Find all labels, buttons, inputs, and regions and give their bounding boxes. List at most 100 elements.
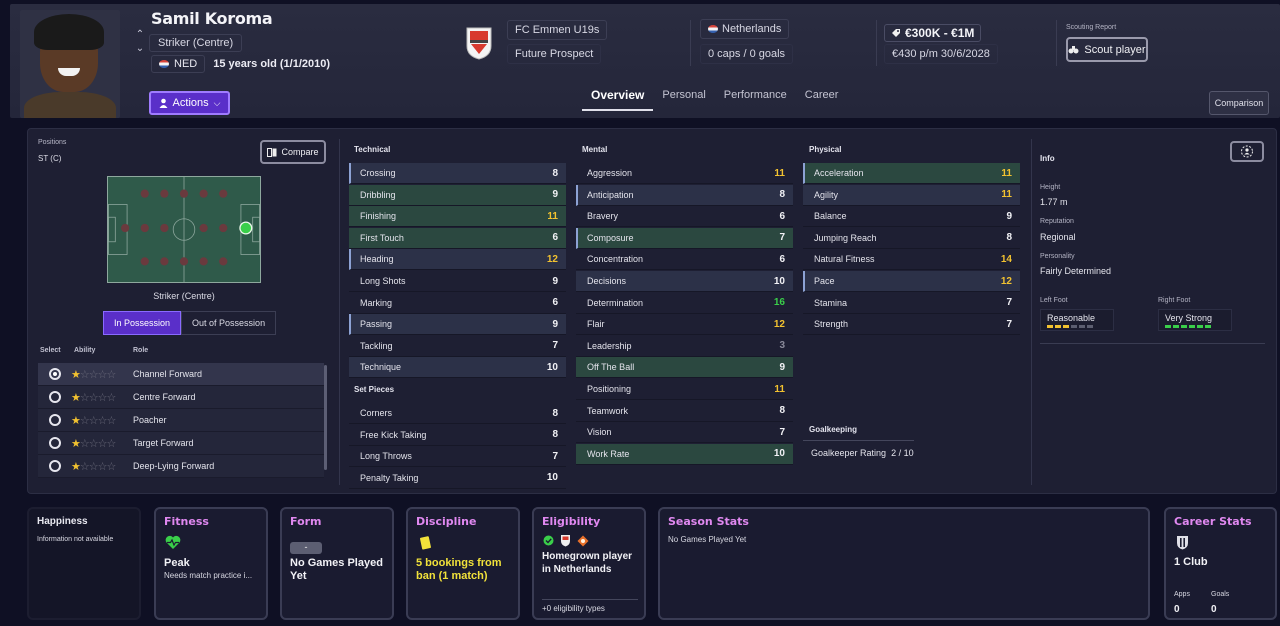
attribute-row[interactable]: Long Throws 7 [349, 446, 566, 468]
star-rating-icon: ★☆☆☆☆ [71, 414, 116, 427]
attribute-name: Positioning [587, 384, 632, 394]
fitness-card[interactable]: Fitness Peak Needs match practice i... [154, 507, 268, 620]
attribute-row[interactable]: Natural Fitness 14 [803, 249, 1020, 271]
attribute-row[interactable]: Heading 12 [349, 249, 566, 271]
role-radio[interactable] [49, 391, 61, 403]
tab-overview[interactable]: Overview [582, 86, 654, 111]
attribute-row[interactable]: Penalty Taking 10 [349, 467, 566, 489]
attribute-row[interactable]: Positioning 11 [576, 379, 793, 400]
attribute-row[interactable]: Bravery 6 [576, 206, 793, 228]
career-stats-card[interactable]: Career Stats 1 Club Apps 0 Goals 0 [1164, 507, 1277, 620]
fitness-title: Fitness [164, 515, 209, 528]
role-list-scrollbar[interactable] [324, 365, 327, 470]
attribute-row[interactable]: Balance 9 [803, 206, 1020, 228]
role-row[interactable]: ★☆☆☆☆ Channel Forward [38, 363, 324, 386]
compare-button[interactable]: Compare [260, 140, 326, 164]
left-foot-chip: Reasonable [1040, 309, 1114, 331]
attribute-value: 11 [774, 383, 785, 395]
attribute-row[interactable]: Strength 7 [803, 314, 1020, 336]
attribute-name: Jumping Reach [814, 232, 877, 243]
tab-career[interactable]: Career [804, 89, 839, 101]
form-card[interactable]: Form - No Games Played Yet [280, 507, 394, 620]
out-of-possession-button[interactable]: Out of Possession [181, 311, 277, 335]
position-pitch[interactable] [107, 176, 261, 283]
attribute-row[interactable]: Pace 12 [803, 271, 1020, 292]
in-possession-button[interactable]: In Possession [103, 311, 182, 335]
comparison-button[interactable]: Comparison [1209, 91, 1269, 115]
role-radio[interactable] [49, 460, 61, 472]
info-title: Info [1040, 154, 1055, 163]
chevron-down-icon: ⌵ [213, 97, 221, 108]
attribute-row[interactable]: Teamwork 8 [576, 400, 793, 422]
attribute-row[interactable]: Off The Ball 9 [576, 357, 793, 379]
actions-button[interactable]: Actions ⌵ [149, 91, 230, 115]
nationality-chip[interactable]: NED [151, 55, 206, 73]
attribute-row[interactable]: Jumping Reach 8 [803, 227, 1020, 249]
scout-player-button[interactable]: Scout player [1066, 37, 1148, 62]
role-row[interactable]: ★☆☆☆☆ Poacher [38, 409, 324, 432]
role-row[interactable]: ★☆☆☆☆ Deep-Lying Forward [38, 455, 324, 478]
club-name-chip[interactable]: FC Emmen U19s [507, 20, 608, 40]
happiness-title: Happiness [37, 516, 88, 527]
attribute-name: Finishing [360, 211, 397, 222]
attribute-row[interactable]: Determination 16 [576, 292, 793, 314]
attribute-row[interactable]: Composure 7 [576, 227, 793, 249]
attribute-row[interactable]: Decisions 10 [576, 271, 793, 292]
info-settings-button[interactable] [1230, 141, 1264, 162]
attribute-value: 12 [773, 318, 785, 330]
attribute-row[interactable]: Vision 7 [576, 422, 793, 444]
role-radio[interactable] [49, 368, 61, 380]
happiness-card[interactable]: Happiness Information not available [27, 507, 141, 620]
attribute-row[interactable]: Concentration 6 [576, 249, 793, 271]
attribute-row[interactable]: Leadership 3 [576, 335, 793, 357]
attribute-name: Heading [360, 254, 394, 265]
attribute-row[interactable]: Marking 6 [349, 292, 566, 314]
attribute-row[interactable]: Long Shots 9 [349, 271, 566, 292]
attribute-name: Acceleration [814, 168, 864, 178]
attribute-row[interactable]: Agility 11 [803, 184, 1020, 206]
attribute-value: 16 [773, 297, 785, 309]
attribute-row[interactable]: Tackling 7 [349, 335, 566, 357]
attribute-row[interactable]: Technique 10 [349, 357, 566, 379]
eligibility-card[interactable]: Eligibility Homegrown player in Netherla… [532, 507, 646, 620]
attribute-row[interactable]: Flair 12 [576, 314, 793, 336]
attribute-name: Decisions [587, 276, 627, 286]
attribute-row[interactable]: Aggression 11 [576, 163, 793, 184]
eligibility-footer[interactable]: +0 eligibility types [542, 604, 605, 613]
tab-performance[interactable]: Performance [723, 89, 787, 101]
attribute-row[interactable]: Anticipation 8 [576, 184, 793, 206]
player-nav-arrows[interactable]: ⌃ ⌄ [134, 28, 146, 56]
attribute-name: Flair [587, 319, 605, 330]
attribute-row[interactable]: Passing 9 [349, 314, 566, 336]
person-settings-icon [1241, 145, 1253, 158]
attribute-row[interactable]: Finishing 11 [349, 206, 566, 228]
attribute-row[interactable]: First Touch 6 [349, 227, 566, 249]
striker-position-marker [239, 221, 253, 235]
nation-name: Netherlands [722, 23, 782, 35]
attribute-row[interactable]: Dribbling 9 [349, 184, 566, 206]
season-stats-card[interactable]: Season Stats No Games Played Yet [658, 507, 1150, 620]
attribute-row[interactable]: Stamina 7 [803, 292, 1020, 314]
role-radio[interactable] [49, 437, 61, 449]
value-chip[interactable]: €300K - €1M [884, 24, 982, 42]
attribute-value: 7 [552, 340, 558, 352]
attribute-row[interactable]: Crossing 8 [349, 163, 566, 184]
role-row[interactable]: ★☆☆☆☆ Centre Forward [38, 386, 324, 409]
goalkeeper-rating-label: Goalkeeper Rating [811, 448, 887, 458]
attribute-name: Pace [814, 276, 835, 286]
attribute-row[interactable]: Corners 8 [349, 403, 566, 424]
chevron-up-icon[interactable]: ⌃ [135, 29, 145, 40]
attribute-row[interactable]: Work Rate 10 [576, 443, 793, 465]
role-radio[interactable] [49, 414, 61, 426]
chevron-down-icon[interactable]: ⌄ [135, 43, 145, 54]
discipline-card[interactable]: Discipline 5 bookings from ban (1 match) [406, 507, 520, 620]
form-title: Form [290, 515, 322, 528]
attribute-row[interactable]: Free Kick Taking 8 [349, 424, 566, 446]
attribute-value: 7 [552, 450, 558, 462]
role-row[interactable]: ★☆☆☆☆ Target Forward [38, 432, 324, 455]
club-crest-icon[interactable] [465, 26, 493, 60]
nation-chip[interactable]: Netherlands [700, 19, 790, 39]
attribute-name: Off The Ball [587, 362, 635, 373]
tab-personal[interactable]: Personal [662, 89, 706, 101]
attribute-row[interactable]: Acceleration 11 [803, 163, 1020, 184]
